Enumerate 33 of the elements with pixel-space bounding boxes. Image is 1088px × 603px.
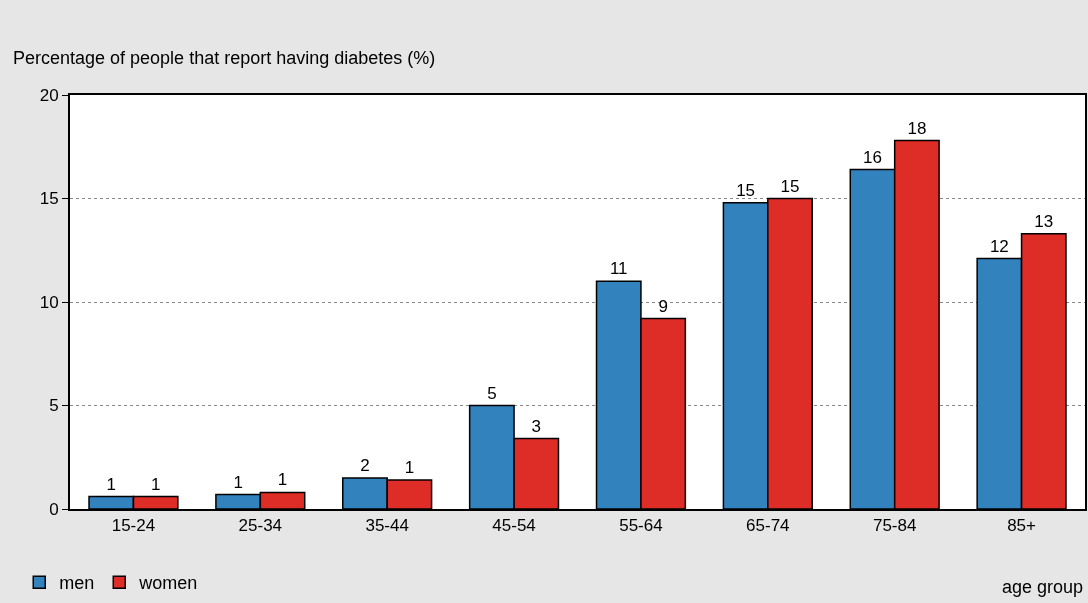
- data-label: 3: [531, 416, 541, 436]
- x-axis-title: age group: [1002, 577, 1084, 597]
- data-label: 1: [233, 472, 243, 492]
- data-label: 11: [609, 259, 628, 279]
- y-tick-label: 5: [49, 396, 59, 416]
- data-label: 13: [1034, 211, 1054, 231]
- y-tick-label: 0: [49, 499, 59, 519]
- y-axis-title: Percentage of people that report having diabetes (%): [13, 48, 436, 68]
- x-tick-label: 25-34: [238, 516, 283, 536]
- data-label: 1: [277, 470, 288, 490]
- data-label: 1: [150, 474, 161, 494]
- data-label: 12: [989, 236, 1009, 256]
- data-label: 1: [404, 458, 415, 478]
- x-tick-label: 45-54: [492, 516, 536, 536]
- x-tick-label: 55-64: [619, 516, 663, 536]
- x-tick-label: 75-84: [872, 516, 917, 536]
- data-label: 18: [907, 118, 927, 138]
- data-label: 9: [658, 296, 668, 316]
- legend-label: men: [59, 573, 95, 594]
- y-tick-label: 10: [39, 292, 59, 312]
- data-label: 5: [487, 383, 497, 403]
- data-label: 15: [736, 180, 756, 200]
- y-tick-label: 20: [39, 85, 59, 105]
- x-tick-label: 15-24: [111, 516, 156, 536]
- data-label: 15: [780, 176, 800, 196]
- data-label: 1: [106, 474, 116, 494]
- legend-label: women: [138, 573, 198, 594]
- y-tick-label: 15: [39, 189, 59, 209]
- data-label: 16: [863, 147, 882, 167]
- x-tick-label: 85+: [1007, 516, 1037, 536]
- x-tick-label: 65-74: [746, 516, 790, 536]
- data-label: 2: [360, 455, 370, 475]
- x-tick-label: 35-44: [365, 516, 409, 536]
